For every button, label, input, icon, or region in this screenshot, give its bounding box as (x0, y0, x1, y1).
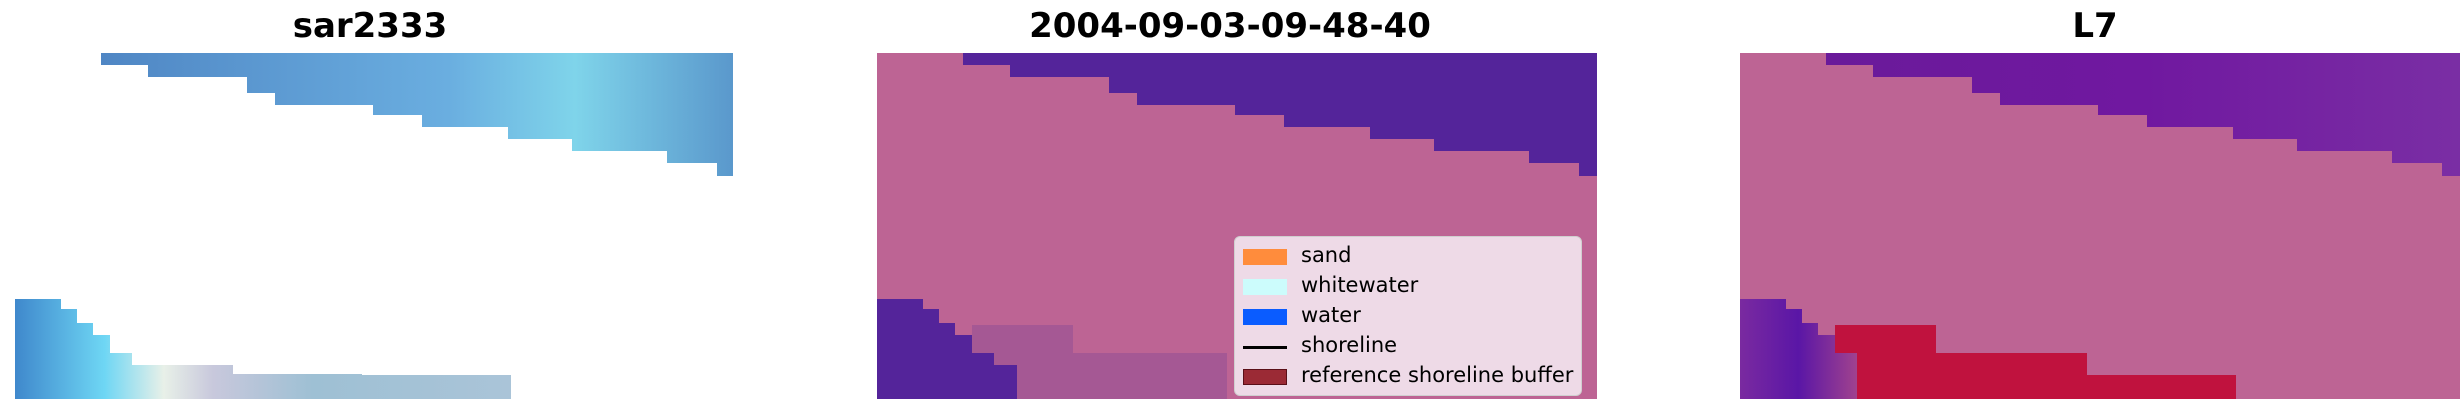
sar-image (15, 53, 735, 399)
sar-image-svg (15, 53, 733, 399)
legend-label: whitewater (1301, 273, 1419, 297)
legend-label: reference shoreline buffer (1301, 363, 1574, 387)
buffer-swatch (1243, 369, 1287, 385)
legend-item-whitewater: whitewater (1235, 271, 1581, 299)
legend-item-shoreline: shoreline (1235, 331, 1581, 359)
whitewater-swatch (1243, 279, 1287, 295)
shoreline-line (1243, 346, 1287, 349)
legend-item-reference-shoreline-buffer: reference shoreline buffer (1235, 361, 1581, 389)
legend-label: water (1301, 303, 1361, 327)
panel-title: sar2333 (292, 6, 448, 46)
panel-sar2333: sar2333 (0, 0, 740, 413)
legend: sand whitewater water shoreline referenc… (1234, 236, 1582, 396)
l7-image-svg (1740, 53, 2460, 399)
panel-date: 2004-09-03-09-48-40 (860, 0, 1600, 413)
sand-swatch (1243, 249, 1287, 265)
water-swatch (1243, 309, 1287, 325)
l7-image (1740, 53, 2460, 399)
legend-item-sand: sand (1235, 241, 1581, 269)
panel-title: 2004-09-03-09-48-40 (1029, 6, 1431, 46)
panel-title: L7 (2072, 6, 2118, 46)
legend-item-water: water (1235, 301, 1581, 329)
panel-l7: L7 (1730, 0, 2460, 413)
legend-label: sand (1301, 243, 1352, 267)
legend-label: shoreline (1301, 333, 1398, 357)
